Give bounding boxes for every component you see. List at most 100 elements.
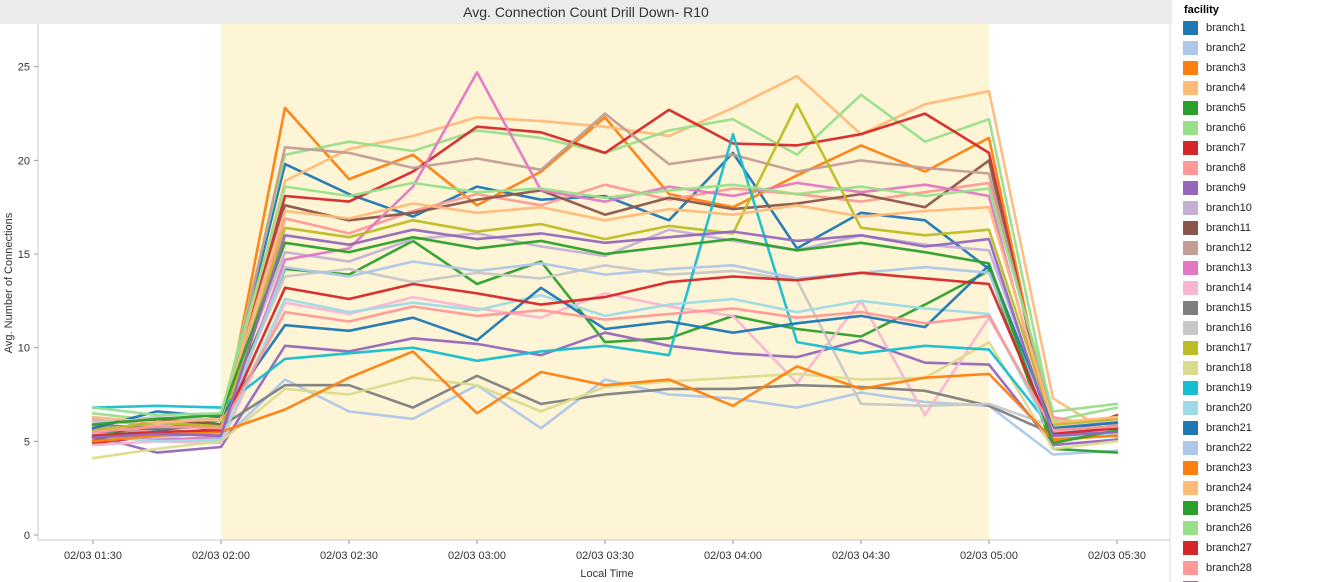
legend-label: branch20: [1206, 402, 1252, 414]
legend-item-branch10[interactable]: branch10: [1176, 198, 1329, 218]
legend-swatch: [1183, 481, 1198, 495]
legend-swatch: [1183, 181, 1198, 195]
legend-item-branch22[interactable]: branch22: [1176, 438, 1329, 458]
legend-swatch: [1183, 301, 1198, 315]
legend-swatch: [1183, 261, 1198, 275]
x-tick-label: 02/03 05:30: [1088, 550, 1146, 562]
y-tick-label: 10: [18, 343, 30, 355]
x-tick-label: 02/03 03:00: [448, 550, 506, 562]
legend-label: branch3: [1206, 62, 1246, 74]
series-line-branch3: [91, 106, 1119, 443]
legend-label: branch5: [1206, 102, 1246, 114]
legend-item-branch2[interactable]: branch2: [1176, 38, 1329, 58]
y-tick-label: 0: [24, 530, 30, 542]
legend-swatch: [1183, 281, 1198, 295]
legend-item-branch6[interactable]: branch6: [1176, 118, 1329, 138]
chart-title: Avg. Connection Count Drill Down- R10: [0, 0, 1172, 24]
y-tick-label: 5: [24, 436, 30, 448]
legend-item-branch23[interactable]: branch23: [1176, 458, 1329, 478]
legend-swatch: [1183, 561, 1198, 575]
y-tick-label: 25: [18, 62, 30, 74]
series-line-branch10: [91, 228, 1119, 430]
legend-swatch: [1183, 221, 1198, 235]
legend-item-branch20[interactable]: branch20: [1176, 398, 1329, 418]
legend-item-branch7[interactable]: branch7: [1176, 138, 1329, 158]
series-line-branch24: [91, 202, 1119, 424]
legend-item-branch13[interactable]: branch13: [1176, 258, 1329, 278]
legend-item-branch28[interactable]: branch28: [1176, 558, 1329, 578]
x-tick-label: 02/03 04:00: [704, 550, 762, 562]
series-line-branch18: [91, 340, 1119, 460]
series-line-branch23: [91, 350, 1119, 443]
legend-item-branch1[interactable]: branch1: [1176, 18, 1329, 38]
legend-title: facility: [1184, 4, 1219, 16]
legend-item-branch27[interactable]: branch27: [1176, 538, 1329, 558]
legend-item-branch16[interactable]: branch16: [1176, 318, 1329, 338]
series-line-branch28: [91, 305, 1119, 434]
legend-swatch: [1183, 361, 1198, 375]
legend-label: branch6: [1206, 122, 1246, 134]
legend-item-branch18[interactable]: branch18: [1176, 358, 1329, 378]
legend-swatch: [1183, 381, 1198, 395]
legend-swatch: [1183, 461, 1198, 475]
legend-label: branch1: [1206, 22, 1246, 34]
legend-swatch: [1183, 321, 1198, 335]
legend-item-branch5[interactable]: branch5: [1176, 98, 1329, 118]
legend-item-branch8[interactable]: branch8: [1176, 158, 1329, 178]
legend-item-branch12[interactable]: branch12: [1176, 238, 1329, 258]
legend-swatch: [1183, 341, 1198, 355]
x-tick-label: 02/03 01:30: [64, 550, 122, 562]
y-axis-label: Avg. Number of Connections: [3, 212, 15, 353]
x-tick-label: 02/03 02:00: [192, 550, 250, 562]
legend-item-branch19[interactable]: branch19: [1176, 378, 1329, 398]
legend-item-branch24[interactable]: branch24: [1176, 478, 1329, 498]
legend-label: branch11: [1206, 222, 1252, 234]
legend-item-branch29[interactable]: branch29: [1176, 578, 1329, 582]
series-line-branch9: [91, 331, 1119, 454]
series-line-branch17: [91, 102, 1119, 432]
line-chart: 0 5 10 15 20 25 02/03 01:30 02/03 02:00 02/03 02…: [3, 24, 1171, 582]
series-line-branch21: [91, 264, 1119, 430]
legend-item-branch26[interactable]: branch26: [1176, 518, 1329, 538]
legend-item-branch11[interactable]: branch11: [1176, 218, 1329, 238]
legend-item-branch15[interactable]: branch15: [1176, 298, 1329, 318]
legend-label: branch7: [1206, 142, 1246, 154]
legend-label: branch24: [1206, 482, 1252, 494]
legend-item-branch4[interactable]: branch4: [1176, 78, 1329, 98]
legend-item-branch25[interactable]: branch25: [1176, 498, 1329, 518]
legend-item-branch14[interactable]: branch14: [1176, 278, 1329, 298]
legend-swatch: [1183, 521, 1198, 535]
legend-swatch: [1183, 201, 1198, 215]
series-line-branch12: [91, 112, 1119, 436]
series-line-branch15: [91, 374, 1119, 436]
y-tick-label: 20: [18, 155, 30, 167]
highlight-band: [221, 24, 989, 540]
legend-item-branch21[interactable]: branch21: [1176, 418, 1329, 438]
legend-label: branch28: [1206, 562, 1252, 574]
legend-swatch: [1183, 161, 1198, 175]
legend-swatch: [1183, 121, 1198, 135]
legend-label: branch22: [1206, 442, 1252, 454]
legend-swatch: [1183, 141, 1198, 155]
legend-item-branch3[interactable]: branch3: [1176, 58, 1329, 78]
series-line-branch20: [91, 293, 1119, 443]
series-line-branch22: [91, 260, 1119, 439]
legend-item-branch9[interactable]: branch9: [1176, 178, 1329, 198]
legend-label: branch23: [1206, 462, 1252, 474]
legend-label: branch12: [1206, 242, 1252, 254]
legend-label: branch18: [1206, 362, 1252, 374]
series-line-branch26: [91, 181, 1119, 417]
x-axis-label: Local Time: [580, 568, 633, 580]
x-tick-label: 02/03 05:00: [960, 550, 1018, 562]
legend-swatch: [1183, 541, 1198, 555]
series-line-branch27: [91, 271, 1119, 438]
series-line-branch29: [91, 228, 1119, 439]
legend-label: branch10: [1206, 202, 1252, 214]
legend-swatch: [1183, 41, 1198, 55]
legend-item-branch17[interactable]: branch17: [1176, 338, 1329, 358]
series-line-branch7: [91, 108, 1119, 445]
legend-label: branch8: [1206, 162, 1246, 174]
x-tick-label: 02/03 04:30: [832, 550, 890, 562]
x-tick-label: 02/03 02:30: [320, 550, 378, 562]
legend-label: branch21: [1206, 422, 1252, 434]
